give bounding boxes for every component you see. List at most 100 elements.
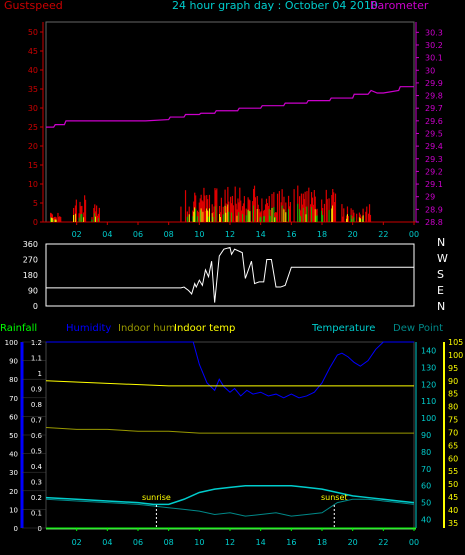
- direction-tick-label: 360: [23, 240, 38, 249]
- temp-tick-label: 70: [421, 465, 431, 474]
- indoor-temp-line: [45, 380, 414, 387]
- direction-frame: [45, 243, 415, 307]
- temp-tick-label: 120: [421, 380, 436, 389]
- rain-tick-label: 1.1: [31, 355, 42, 363]
- legend-entry: Temperature: [311, 323, 375, 334]
- rain-tick-label: 0.9: [31, 386, 42, 394]
- baro-tick-label: 28.9: [425, 205, 443, 214]
- humidity-tick-label: 60: [9, 413, 18, 421]
- legend-entry: Rainfall: [0, 323, 37, 334]
- rain-tick-label: 0.2: [31, 494, 42, 502]
- indoor-temp-tick-label: 45: [448, 493, 458, 502]
- humidity-tick-label: 80: [9, 376, 18, 384]
- indoor-temp-tick-label: 65: [448, 441, 458, 450]
- compass-label: E: [437, 284, 444, 297]
- humidity-tick-label: 100: [5, 339, 18, 347]
- barometer-label: Barometer: [370, 0, 429, 12]
- x-tick-label: 10: [194, 230, 204, 239]
- x-tick-label-lower: 04: [102, 538, 112, 547]
- baro-tick-label: 29.3: [425, 155, 443, 164]
- humidity-tick-label: 70: [9, 395, 18, 403]
- gust-tick-label: 35: [28, 85, 38, 94]
- temp-tick-label: 50: [421, 499, 431, 508]
- temp-tick-label: 40: [421, 516, 431, 525]
- baro-tick-label: 30.3: [425, 28, 443, 37]
- x-tick-label: 14: [256, 230, 266, 239]
- rain-tick-label: 0.4: [31, 463, 43, 471]
- wind-direction-line: [46, 246, 414, 303]
- temp-tick-label: 100: [421, 414, 436, 423]
- x-tick-label-lower: 14: [256, 538, 266, 547]
- temp-tick-label: 60: [421, 482, 431, 491]
- gust-tick-label: 25: [28, 123, 38, 132]
- humidity-tick-label: 50: [9, 432, 18, 440]
- baro-tick-label: 29.8: [425, 92, 443, 101]
- gust-tick-label: 50: [28, 28, 38, 37]
- x-tick-label-lower: 18: [317, 538, 327, 547]
- baro-tick-label: 29.7: [425, 104, 443, 113]
- rain-tick-label: 0: [38, 525, 42, 533]
- plot-frame: [45, 21, 415, 223]
- rain-tick-label: 1.2: [31, 339, 42, 347]
- x-tick-label-lower: 10: [194, 538, 204, 547]
- rain-tick-label: 0.5: [31, 448, 42, 456]
- gust-tick-label: 40: [28, 66, 38, 75]
- temp-tick-label: 110: [421, 397, 436, 406]
- baro-tick-label: 29.9: [425, 79, 443, 88]
- legend-entry: Dew Point: [393, 323, 443, 334]
- x-tick-label-lower: 12: [225, 538, 235, 547]
- x-tick-label: 16: [286, 230, 296, 239]
- direction-tick-label: 270: [23, 256, 38, 265]
- x-tick-label: 06: [133, 230, 143, 239]
- indoor-temp-tick-label: 70: [448, 428, 458, 437]
- indoor-temp-tick-label: 85: [448, 390, 458, 399]
- compass-label: W: [437, 252, 448, 265]
- temp-tick-label: 80: [421, 448, 431, 457]
- gust-barometer-panel: 0 5 10 15 20 25 30 35 40 45 50 28.8 28.9 29 29.1 29.2 29…: [28, 21, 443, 239]
- gust-tick-label: 45: [28, 47, 38, 56]
- indoor-temp-tick-label: 105: [448, 338, 463, 347]
- baro-tick-label: 30.1: [425, 54, 443, 63]
- rain-tick-label: 0.6: [31, 432, 43, 440]
- indoor-temp-tick-label: 60: [448, 454, 458, 463]
- compass-label: S: [437, 268, 444, 281]
- x-tick-label: 08: [164, 230, 174, 239]
- x-tick-label-lower: 16: [286, 538, 296, 547]
- baro-tick-label: 29.4: [425, 142, 443, 151]
- graph-title: 24 hour graph day : October 04 2010: [172, 0, 378, 12]
- gust-tick-label: 10: [28, 180, 38, 189]
- x-tick-label: 22: [378, 230, 388, 239]
- compass-label: N: [437, 236, 445, 249]
- indoor-temp-tick-label: 95: [448, 364, 458, 373]
- indoor-temp-tick-label: 55: [448, 467, 458, 476]
- temp-tick-label: 90: [421, 431, 431, 440]
- x-tick-label-lower: 20: [348, 538, 358, 547]
- baro-tick-label: 28.8: [425, 218, 443, 227]
- baro-tick-label: 29.5: [425, 129, 443, 138]
- temp-tick-label: 130: [421, 363, 436, 372]
- indoor-temp-tick-label: 80: [448, 403, 458, 412]
- rain-tick-label: 0.3: [31, 479, 42, 487]
- gust-tick-label: 0: [33, 218, 38, 227]
- temp-tick-label: 140: [421, 346, 436, 355]
- gust-tick-label: 30: [28, 104, 38, 113]
- baro-tick-label: 30: [425, 66, 435, 75]
- humidity-tick-label: 0: [14, 525, 18, 533]
- indoor-temp-tick-label: 75: [448, 416, 458, 425]
- humidity-tick-label: 90: [9, 358, 18, 366]
- sunrise-label: sunrise: [142, 493, 171, 502]
- x-tick-label-lower: 02: [72, 538, 82, 547]
- gust-tick-label: 20: [28, 142, 38, 151]
- x-tick-label: 04: [102, 230, 112, 239]
- gust-tick-label: 5: [33, 199, 38, 208]
- indoor-temp-tick-label: 100: [448, 351, 463, 360]
- indoor-temp-tick-label: 50: [448, 480, 458, 489]
- humidity-tick-label: 10: [9, 506, 18, 514]
- baro-tick-label: 30.2: [425, 41, 443, 50]
- x-tick-label-lower: 08: [164, 538, 174, 547]
- indoor-temp-tick-label: 90: [448, 377, 458, 386]
- barometer-line: [46, 86, 414, 128]
- gust-tick-label: 15: [28, 161, 38, 170]
